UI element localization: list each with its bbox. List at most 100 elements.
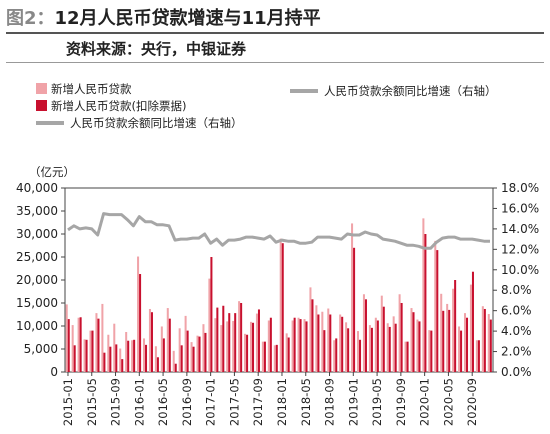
bar-new-loans-ex-bills <box>204 332 207 372</box>
bar-new-loans-ex-bills <box>186 330 189 372</box>
legend-item-line-right: 人民币贷款余额同比增速（右轴） <box>290 82 497 99</box>
y2-tick-label: 14.0% <box>501 222 539 236</box>
bar-new-loans-ex-bills <box>311 299 314 372</box>
bar-new-loans-ex-bills <box>263 341 266 372</box>
bar-new-loans-ex-bills <box>370 327 373 372</box>
bar-new-loans-ex-bills <box>442 310 445 372</box>
bar-new-loans-ex-bills <box>210 257 213 372</box>
bar-new-loans <box>137 256 140 372</box>
legend-label-bar-light: 新增人民币贷款 <box>51 81 132 96</box>
bar-new-loans-ex-bills <box>323 330 326 372</box>
bar-new-loans <box>481 306 484 372</box>
bar-new-loans <box>208 278 211 372</box>
y-tick-label: 0 <box>50 365 58 379</box>
bar-new-loans-ex-bills <box>466 317 469 372</box>
bar-new-loans-ex-bills <box>145 344 148 372</box>
x-tick-label: 2017-05 <box>227 378 241 426</box>
x-tick-label: 2017-01 <box>204 378 218 426</box>
bar-new-loans <box>404 341 407 372</box>
bar-new-loans <box>321 311 324 372</box>
bar-new-loans <box>469 284 472 372</box>
bar-new-loans <box>142 338 146 372</box>
bar-new-loans <box>410 308 413 372</box>
bar-new-loans <box>333 340 336 372</box>
bar-new-loans-ex-bills <box>127 340 130 372</box>
bar-new-loans-ex-bills <box>115 344 118 372</box>
bar-new-loans <box>285 333 288 372</box>
x-tick-label: 2020-01 <box>418 378 432 426</box>
bar-new-loans <box>238 301 241 372</box>
y-tick-label: 20,000 <box>16 273 58 287</box>
bar-new-loans-ex-bills <box>269 317 272 372</box>
bar-new-loans-ex-bills <box>192 346 195 372</box>
bar-new-loans-ex-bills <box>329 314 332 372</box>
bar-new-loans <box>368 325 371 372</box>
title-rule <box>6 32 544 34</box>
bar-new-loans <box>77 317 80 372</box>
bar-new-loans <box>279 238 282 372</box>
legend-item-bar-light: 新增人民币贷款 <box>36 80 243 97</box>
legend-swatch-bar-light <box>36 83 47 94</box>
x-tick-label: 2019-05 <box>370 378 384 426</box>
legend-right: 人民币贷款余额同比增速（右轴） <box>290 82 497 99</box>
bar-new-loans <box>463 313 467 372</box>
bar-new-loans-ex-bills <box>394 323 397 372</box>
bar-new-loans <box>202 324 205 372</box>
bar-new-loans <box>315 305 318 372</box>
bar-new-loans <box>83 339 86 372</box>
bar-new-loans-ex-bills <box>448 309 451 372</box>
bar-new-loans <box>160 326 163 372</box>
bar-new-loans <box>178 328 181 372</box>
bar-new-loans-ex-bills <box>79 317 82 372</box>
bar-new-loans-ex-bills <box>97 318 100 372</box>
bar-new-loans <box>487 314 490 372</box>
bar-new-loans <box>261 341 264 372</box>
bar-new-loans <box>113 323 116 372</box>
x-tick-label: 2018-01 <box>275 378 289 426</box>
x-tick-label: 2015-09 <box>109 378 123 426</box>
bar-new-loans <box>166 308 169 372</box>
x-tick-label: 2019-09 <box>394 378 408 426</box>
x-tick-label: 2020-09 <box>465 378 479 426</box>
bar-new-loans <box>249 321 253 372</box>
bar-new-loans-ex-bills <box>293 317 296 372</box>
bar-new-loans-ex-bills <box>246 334 249 372</box>
bar-new-loans <box>446 303 449 372</box>
x-tick-label: 2017-09 <box>251 378 265 426</box>
x-tick-label: 2016-01 <box>132 378 146 426</box>
bar-new-loans-ex-bills <box>412 312 415 372</box>
bar-new-loans <box>131 340 134 372</box>
bar-new-loans <box>327 308 330 372</box>
bar-new-loans <box>95 313 98 372</box>
bar-new-loans-ex-bills <box>299 319 302 372</box>
bar-new-loans-ex-bills <box>376 320 379 372</box>
bar-new-loans <box>71 325 74 372</box>
bar-new-loans <box>309 287 312 372</box>
bar-new-loans-ex-bills <box>252 322 255 372</box>
bar-new-loans-ex-bills <box>406 341 409 372</box>
bar-new-loans <box>386 323 389 372</box>
bar-new-loans-ex-bills <box>109 346 112 372</box>
x-tick-label: 2016-05 <box>156 378 170 426</box>
bar-new-loans-ex-bills <box>424 234 427 372</box>
bar-new-loans-ex-bills <box>168 318 171 372</box>
bar-new-loans <box>232 320 235 372</box>
bar-new-loans-ex-bills <box>133 339 136 372</box>
bar-new-loans <box>416 319 419 372</box>
bar-new-loans <box>154 346 157 372</box>
y-axis-unit: （亿元） <box>29 165 75 179</box>
bar-new-loans-ex-bills <box>335 338 338 372</box>
figure-title: 图2：12月人民币贷款增速与11月持平 <box>6 4 321 30</box>
bar-new-loans <box>475 340 478 372</box>
x-tick-label: 2020-05 <box>441 378 455 426</box>
bar-new-loans-ex-bills <box>382 306 385 372</box>
bar-new-loans-ex-bills <box>477 340 480 372</box>
bar-new-loans-ex-bills <box>364 299 367 372</box>
bar-new-loans <box>339 314 342 372</box>
bar-new-loans <box>65 304 68 372</box>
y2-tick-label: 0.0% <box>501 365 532 379</box>
legend-label-line-left: 人民币贷款余额同比增速（右轴） <box>70 115 243 130</box>
y-tick-label: 40,000 <box>16 181 58 195</box>
bar-new-loans <box>101 303 104 372</box>
bar-new-loans-ex-bills <box>347 328 350 372</box>
